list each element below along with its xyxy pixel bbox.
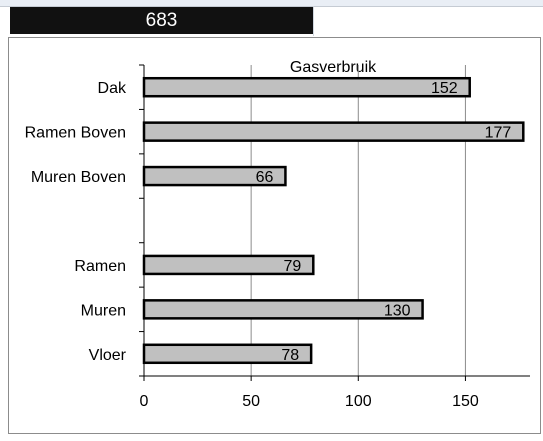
category-label: Muren Boven bbox=[31, 169, 126, 186]
data-label: 177 bbox=[485, 125, 512, 142]
category-label: Ramen bbox=[74, 258, 126, 275]
x-tick-label: 50 bbox=[242, 393, 260, 410]
data-label: 78 bbox=[281, 347, 299, 364]
x-tick-label: 100 bbox=[345, 393, 372, 410]
bar-dak[interactable] bbox=[142, 76, 471, 98]
bar-ramen-boven[interactable] bbox=[142, 121, 525, 142]
chart-title: Gasverbruik bbox=[290, 59, 377, 76]
category-label: Dak bbox=[98, 80, 127, 97]
chart-area[interactable] bbox=[8, 37, 541, 434]
category-label: Vloer bbox=[89, 347, 127, 364]
x-tick-label: 0 bbox=[140, 393, 149, 410]
column-header-strip bbox=[0, 0, 543, 7]
data-label: 79 bbox=[283, 258, 301, 275]
category-label: Ramen Boven bbox=[25, 125, 126, 142]
data-label: 152 bbox=[431, 80, 458, 97]
spreadsheet-area: 683 bbox=[0, 0, 543, 36]
bar-muren[interactable] bbox=[142, 299, 424, 320]
category-label: Muren bbox=[81, 302, 126, 319]
data-label: 130 bbox=[384, 302, 411, 319]
cell-gridline bbox=[313, 6, 314, 36]
data-label: 66 bbox=[256, 169, 274, 186]
active-cell[interactable]: 683 bbox=[10, 7, 313, 34]
x-tick-label: 150 bbox=[452, 393, 479, 410]
